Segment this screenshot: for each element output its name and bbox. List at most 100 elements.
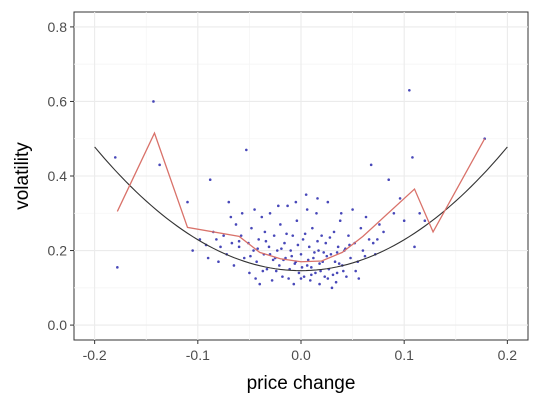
scatter-point (237, 245, 241, 249)
scatter-point (316, 197, 319, 200)
scatter-point (277, 204, 280, 208)
scatter-point (359, 226, 363, 230)
scatter-point (296, 243, 300, 247)
y-tick-label: 0.4 (48, 168, 68, 184)
scatter-point (234, 223, 238, 226)
scatter-point (330, 286, 334, 290)
scatter-point (324, 241, 328, 245)
scatter-point (299, 277, 303, 280)
scatter-point (284, 256, 287, 260)
scatter-point (258, 282, 262, 286)
grid (74, 12, 528, 340)
scatter-point (418, 211, 421, 215)
scatter-point (347, 234, 350, 237)
scatter-point (313, 251, 316, 254)
scatter-point (402, 219, 406, 223)
scatter-point (364, 215, 368, 219)
scatter-point (286, 204, 289, 208)
scatter-point (319, 269, 322, 273)
scatter-point (335, 271, 339, 275)
scatter-point (217, 260, 220, 264)
scatter-point (287, 277, 290, 280)
scatter-point (398, 197, 402, 200)
y-tick-label: 0.2 (48, 243, 68, 259)
scatter-point (378, 223, 381, 226)
x-axis-title: price change (247, 373, 356, 394)
scatter-point (323, 275, 327, 278)
scatter-point (230, 241, 234, 245)
scatter-point (285, 232, 288, 236)
scatter-point (257, 238, 260, 241)
scatter-point (392, 211, 396, 215)
y-tick-label: 0.0 (48, 317, 68, 333)
scatter-point (312, 256, 315, 260)
scatter-point (272, 234, 276, 237)
scatter-point (376, 238, 379, 241)
scatter-point (338, 219, 342, 223)
axes: -0.2 -0.1 0.0 0.1 0.2 0.0 0.2 0.4 0.6 0.8 (48, 19, 518, 363)
scatter-point (240, 211, 244, 215)
scatter-point (336, 245, 340, 249)
scatter-point (335, 251, 339, 254)
scatter-point (305, 208, 309, 211)
scatter-point (382, 230, 385, 234)
scatter-point (297, 271, 301, 275)
scatter-points (113, 88, 486, 290)
scatter-point (295, 219, 299, 223)
scatter-point (315, 211, 318, 215)
scatter-point (339, 211, 343, 215)
scatter-point (307, 245, 311, 249)
scatter-point (318, 282, 321, 286)
scatter-point (411, 156, 414, 159)
scatter-point (249, 254, 252, 258)
empirical-line (116, 131, 486, 263)
scatter-point (260, 215, 264, 219)
scatter-point (252, 249, 255, 252)
scatter-point (232, 264, 236, 267)
x-tick-label: -0.1 (186, 347, 210, 363)
scatter-point (320, 234, 323, 237)
x-tick-label: 0.1 (394, 347, 414, 363)
scatter-point (316, 239, 319, 243)
x-tick-label: 0.2 (498, 347, 518, 363)
scatter-point (267, 245, 271, 249)
scatter-point (191, 249, 194, 252)
scatter-point (317, 249, 320, 252)
scatter-point (186, 200, 189, 204)
scatter-point (306, 258, 310, 262)
scatter-point (408, 88, 411, 92)
scatter-point (294, 200, 298, 204)
scatter-point (292, 282, 296, 286)
scatter-point (326, 200, 330, 204)
scatter-point (227, 200, 231, 204)
scatter-point (113, 156, 117, 159)
scatter-point (342, 269, 345, 273)
scatter-point (351, 208, 354, 211)
scatter-point (264, 239, 268, 243)
scatter-point (250, 226, 253, 230)
scatter-point (254, 277, 257, 280)
scatter-point (219, 245, 222, 249)
scatter-point (293, 262, 297, 265)
scatter-point (152, 100, 155, 103)
scatter-point (229, 215, 233, 219)
fit-curve (94, 146, 508, 272)
scatter-point (367, 238, 371, 241)
scatter-point (275, 249, 279, 252)
scatter-point (300, 266, 304, 269)
scatter-point (271, 258, 275, 262)
x-tick-label: 0.0 (291, 347, 311, 363)
scatter-point (215, 238, 218, 241)
scatter-point (261, 269, 265, 273)
scatter-point (337, 262, 341, 265)
scatter-point (369, 163, 373, 167)
scatter-point (314, 271, 317, 275)
scatter-point (311, 226, 314, 230)
scatter-point (305, 264, 309, 267)
scatter-point (322, 251, 326, 254)
scatter-point (116, 266, 119, 269)
scatter-point (413, 245, 416, 249)
scatter-point (326, 277, 330, 280)
